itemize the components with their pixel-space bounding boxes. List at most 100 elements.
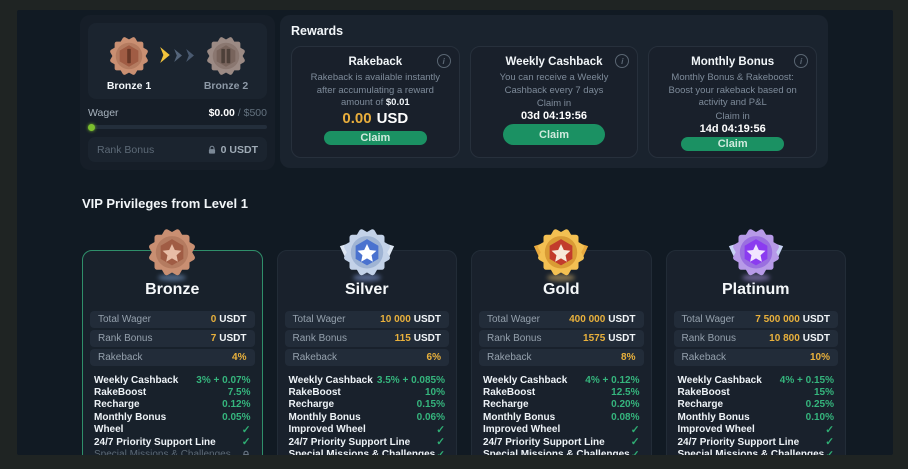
stat-label: Rank Bonus — [292, 333, 347, 344]
rank-medals-box: Bronze 1 — [88, 23, 267, 99]
perk-status: 15%✓ — [813, 387, 834, 399]
perk-status: ✓ — [825, 436, 834, 448]
claim-timer: 14d 04:19:56 — [699, 122, 766, 135]
rank-progress-arrows — [160, 47, 195, 63]
reward-card-value-area: Claim in 14d 04:19:56 — [659, 110, 806, 135]
perk-row: Weekly Cashback 4% + 0.12%✓ — [475, 374, 648, 386]
chevron-right-icon — [186, 48, 194, 62]
claim-button[interactable]: Claim — [324, 130, 427, 145]
check-icon: ✓ — [825, 448, 834, 455]
claim-in-label: Claim in — [536, 98, 572, 110]
perk-label: Special Missions & Challenges — [483, 449, 630, 455]
stat-label: Rank Bonus — [681, 333, 736, 344]
claim-timer: 03d 04:19:56 — [520, 110, 588, 123]
page-background: Bronze 1 — [17, 10, 893, 455]
stat-value: 4% — [232, 352, 247, 363]
perk-row: 24/7 Priority Support Line ✓ — [670, 436, 843, 448]
perk-row: 24/7 Priority Support Line ✓ — [281, 436, 454, 448]
vip-tier: Gold Total Wager 400 000 USDT Rank Bonus … — [471, 223, 652, 455]
reward-card-value-area: Claim in 03d 04:19:56 — [481, 97, 628, 122]
tier-card: Silver Total Wager 10 000 USDT Rank Bonus… — [276, 250, 457, 455]
perk-row: Recharge 0.25%✓ — [670, 399, 843, 411]
lock-icon — [207, 145, 217, 155]
current-rank-label: Bronze 1 — [106, 79, 152, 92]
top-section: Bronze 1 — [17, 10, 893, 170]
tier-perks-list: Weekly Cashback 4% + 0.15%✓ RakeBoost 15… — [670, 374, 843, 455]
perk-status: 0.05%✓ — [222, 411, 251, 423]
reward-card: i Monthly Bonus Monthly Bonus & Rakeboos… — [648, 46, 818, 158]
perk-row: Recharge 0.12%✓ — [86, 399, 259, 411]
wager-current: $0.00 — [208, 107, 235, 119]
check-icon: ✓ — [630, 436, 640, 449]
vip-tier: Bronze Total Wager 0 USDT Rank Bonus 7 USD… — [82, 223, 263, 455]
reward-card-description: You can receive a Weekly Cashback every … — [499, 72, 609, 96]
perk-label: Weekly Cashback — [94, 374, 179, 386]
rewards-card-list: i Rakeback Rakeback is available instant… — [291, 46, 818, 158]
reward-card-title: Weekly Cashback — [505, 56, 603, 68]
perk-row: Improved Wheel ✓ — [670, 424, 843, 436]
tier-medal-icon — [339, 223, 395, 290]
claim-button[interactable]: Claim — [681, 136, 785, 151]
perk-label: 24/7 Priority Support Line — [677, 436, 800, 448]
tier-stats-table: Total Wager 400 000 USDT Rank Bonus 1575 U… — [479, 311, 644, 366]
tier-name: Platinum — [721, 281, 790, 298]
tier-name: Gold — [543, 281, 580, 298]
perk-status: 0.08%✓ — [611, 411, 640, 423]
perk-label: 24/7 Priority Support Line — [94, 436, 216, 448]
reward-card-value-area: 0.00 USD — [302, 110, 449, 129]
perk-row: Monthly Bonus 0.06%✓ — [281, 411, 454, 423]
tier-medal-icon — [533, 223, 589, 290]
perk-row: Weekly Cashback 3% + 0.07%✓ — [86, 374, 259, 386]
perk-status: 10%✓ — [424, 387, 445, 399]
bronze-1-medal-icon — [110, 36, 148, 75]
check-icon: ✓ — [436, 423, 445, 436]
tier-stats-table: Total Wager 7 500 000 USDT Rank Bonus 10 … — [673, 311, 838, 366]
claim-in-label: Claim in — [715, 110, 750, 122]
perk-status: ✓ — [436, 424, 445, 436]
stat-row: Total Wager 0 USDT — [90, 311, 255, 328]
rank-bonus-value: 0 USDT — [207, 144, 258, 156]
stat-row: Total Wager 400 000 USDT — [479, 311, 644, 328]
perk-row: Special Missions & Challenges ✓ — [670, 448, 843, 455]
stat-value: 115 USDT — [394, 333, 441, 344]
check-icon: ✓ — [825, 436, 834, 449]
perk-row: RakeBoost 12.5%✓ — [475, 386, 648, 398]
stat-row: Rakeback 8% — [479, 349, 644, 366]
perk-label: 24/7 Priority Support Line — [288, 436, 411, 448]
perk-row: Weekly Cashback 3.5% + 0.085%✓ — [281, 374, 454, 386]
perk-status: 0.10%✓ — [805, 411, 834, 423]
chevron-right-icon — [160, 47, 170, 63]
current-rank: Bronze 1 — [98, 33, 160, 92]
claim-button[interactable]: Claim — [502, 124, 606, 145]
perk-status: 7.5%✓ — [227, 387, 251, 399]
perk-row: Monthly Bonus 0.10%✓ — [670, 411, 843, 423]
tier-perks-list: Weekly Cashback 3.5% + 0.085%✓ RakeBoost… — [281, 374, 454, 455]
check-icon: ✓ — [630, 423, 640, 436]
tier-name: Silver — [344, 281, 389, 298]
perk-label: Monthly Bonus — [288, 411, 361, 423]
perk-row: 24/7 Priority Support Line ✓ — [86, 436, 259, 448]
perk-status: ✓ — [631, 449, 640, 455]
perk-row: Monthly Bonus 0.05%✓ — [86, 411, 259, 423]
wager-label: Wager — [88, 107, 119, 119]
stat-value: 10% — [809, 352, 830, 363]
info-icon[interactable]: i — [794, 54, 809, 68]
perk-status: 3.5% + 0.085%✓ — [376, 374, 445, 386]
perk-row: Weekly Cashback 4% + 0.15%✓ — [670, 374, 843, 386]
perk-row: Improved Wheel ✓ — [281, 424, 454, 436]
perk-row: Recharge 0.20%✓ — [475, 399, 648, 411]
tier-stats-table: Total Wager 0 USDT Rank Bonus 7 USDT Rakeb… — [90, 311, 255, 366]
perk-status: 0.15%✓ — [416, 399, 445, 411]
perk-label: RakeBoost — [288, 387, 341, 399]
perk-status: ✓ — [241, 450, 251, 455]
stat-value: 7 USDT — [210, 333, 247, 344]
stat-value: 6% — [426, 352, 441, 363]
perk-label: Recharge — [288, 399, 335, 411]
info-icon[interactable]: i — [436, 54, 451, 68]
perk-row: 24/7 Priority Support Line ✓ — [475, 436, 648, 448]
perk-label: Recharge — [94, 399, 140, 411]
perk-status: ✓ — [242, 424, 251, 436]
stat-value: 0 USDT — [210, 314, 247, 325]
info-icon[interactable]: i — [615, 54, 630, 68]
perk-label: Special Missions & Challenges — [677, 449, 825, 455]
